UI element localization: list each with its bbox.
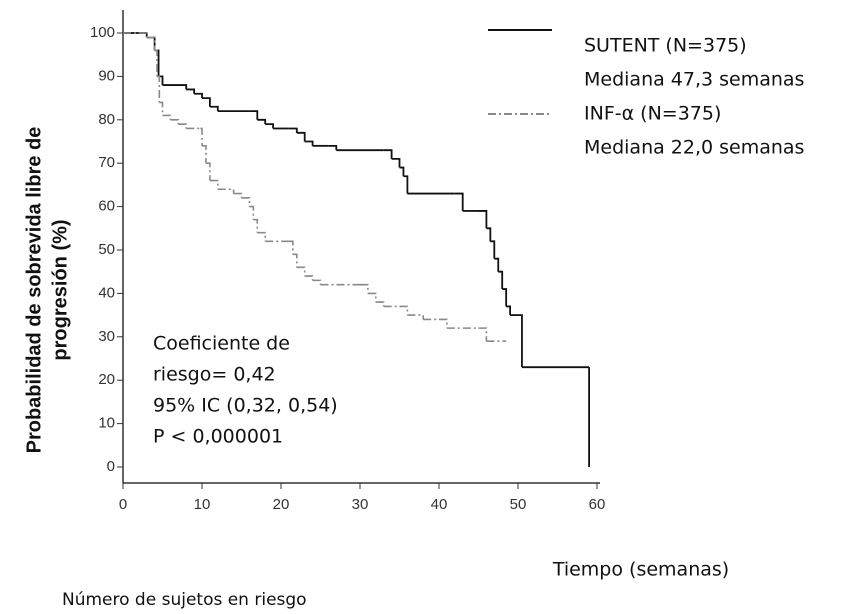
- curve-step: [123, 32, 148, 38]
- curve-step: [265, 123, 274, 129]
- y-label-line: progresión (%): [49, 219, 71, 360]
- curve-step: [360, 283, 369, 294]
- curve-step: [288, 240, 294, 255]
- curve-step: [403, 175, 409, 194]
- curve-step: [202, 97, 211, 107]
- curve-step: [194, 92, 203, 99]
- curve-step: [478, 210, 488, 229]
- curve-step: [490, 240, 496, 259]
- curve-step: [391, 157, 401, 168]
- curve-step: [217, 188, 235, 194]
- curve-step: [292, 253, 298, 268]
- curve-step: [154, 49, 158, 77]
- annotation: P < 0,000001: [153, 426, 283, 448]
- y-tick-label: 80: [98, 111, 115, 128]
- curve-step: [209, 105, 219, 112]
- legend-label: SUTENT (N=375): [584, 35, 747, 57]
- y-tick-label: 50: [98, 241, 115, 258]
- y-tick-label: 70: [98, 154, 115, 171]
- y-tick-label: 0: [107, 458, 115, 475]
- curve-step: [233, 192, 243, 198]
- curve-step: [257, 118, 267, 125]
- curve-step: [200, 127, 203, 146]
- curve-step: [502, 288, 508, 307]
- x-tick-label: 10: [194, 496, 211, 513]
- curve-step: [399, 166, 405, 177]
- curve-step: [156, 75, 161, 103]
- x-tick-label: 20: [273, 496, 290, 513]
- curve-step: [304, 275, 314, 281]
- y-axis-label: Probabilidad de sobrevida libre de progr…: [23, 127, 71, 454]
- annotation: Coeficiente de: [153, 333, 290, 355]
- curve-step: [486, 227, 492, 242]
- footer: Número de sujetos en riesgo: [62, 590, 307, 610]
- curve-step: [186, 88, 195, 94]
- curve-step: [288, 127, 298, 133]
- y-tick-label: 100: [90, 24, 115, 41]
- legend-label: INF-α (N=375): [584, 103, 721, 125]
- curve-step: [498, 270, 504, 290]
- y-label-line: Probabilidad de sobrevida libre de: [23, 127, 45, 454]
- curve-step: [170, 119, 180, 125]
- curve-step: [202, 145, 207, 164]
- curve-step: [205, 162, 211, 181]
- curve-step: [253, 218, 259, 233]
- curve-step: [257, 231, 266, 242]
- y-tick-label: 20: [98, 371, 115, 388]
- curve-step: [383, 149, 393, 159]
- curve-step: [399, 305, 409, 316]
- curve-step: [478, 327, 488, 342]
- curve-step: [241, 197, 251, 207]
- y-tick-label: 10: [98, 415, 115, 432]
- legend-note: Mediana 47,3 semanas: [584, 69, 804, 91]
- curve-step: [209, 179, 219, 190]
- curve-step: [249, 205, 255, 220]
- curve-step: [375, 301, 385, 307]
- curve-step: [518, 314, 523, 368]
- annotation: riesgo= 0,42: [153, 364, 276, 386]
- curve-step: [296, 131, 306, 142]
- curve-step: [162, 114, 172, 120]
- curve-step: [494, 257, 500, 272]
- y-tick-label: 40: [98, 284, 115, 301]
- x-tick-label: 50: [510, 496, 527, 513]
- curve-step: [159, 101, 164, 116]
- x-tick-label: 40: [431, 496, 448, 513]
- curve-step: [506, 305, 511, 316]
- annotation: 95% IC (0,32, 0,54): [153, 395, 338, 417]
- curve-step: [367, 292, 377, 303]
- curve-step: [439, 318, 448, 329]
- x-tick-label: 60: [589, 496, 606, 513]
- curve-step: [304, 140, 314, 146]
- y-tick-label: 60: [98, 198, 115, 215]
- y-tick-label: 90: [98, 67, 115, 84]
- y-tick-label: 30: [98, 328, 115, 345]
- curve-step: [296, 266, 306, 277]
- x-tick-label: 30: [352, 496, 369, 513]
- curve-step: [146, 36, 156, 51]
- curve-step: [146, 36, 156, 51]
- curve-step: [328, 144, 338, 151]
- curve-step: [162, 84, 188, 90]
- curve-step: [178, 123, 187, 129]
- curve-step: [249, 110, 259, 120]
- legend-note: Mediana 22,0 semanas: [584, 137, 804, 159]
- curve-step: [454, 192, 464, 211]
- curve-step: [407, 314, 424, 320]
- x-axis-label: Tiempo (semanas): [552, 559, 729, 581]
- x-tick-label: 0: [119, 496, 127, 513]
- curve-step: [312, 279, 322, 285]
